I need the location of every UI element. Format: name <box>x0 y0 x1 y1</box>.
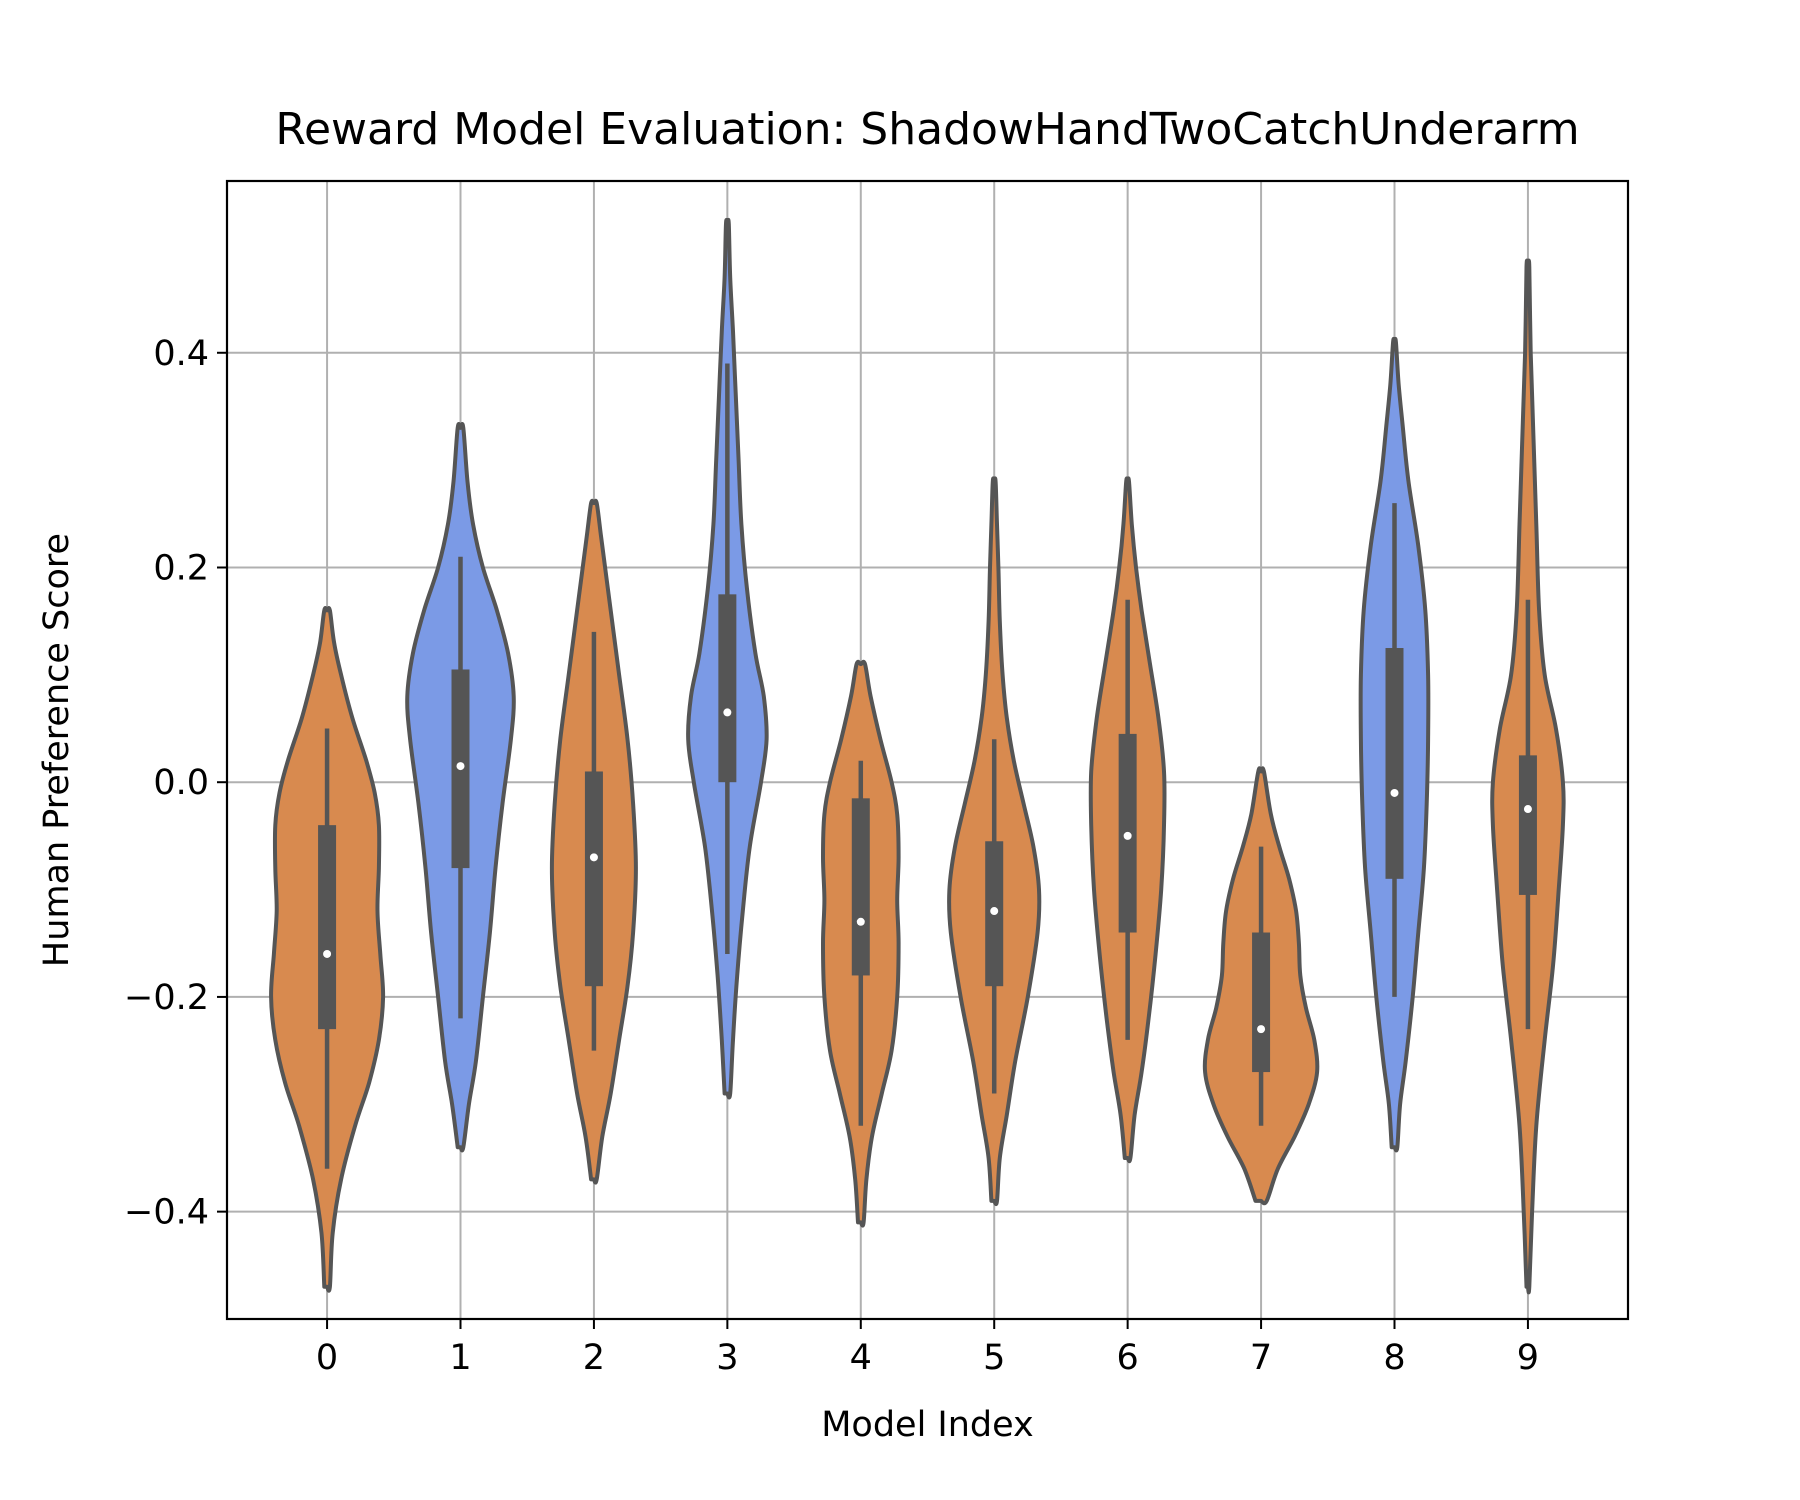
y-tick-label: −0.2 <box>124 978 209 1018</box>
x-tick-label: 2 <box>583 1338 605 1378</box>
violin-1 <box>405 421 516 1153</box>
violin-iqr-box <box>1385 648 1404 879</box>
violin-9 <box>1490 258 1566 1295</box>
violin-iqr-box <box>851 798 870 976</box>
violin-median-point <box>1523 805 1532 814</box>
violin-7 <box>1202 766 1320 1206</box>
violin-4 <box>821 659 901 1228</box>
violin-median-point <box>589 853 598 862</box>
y-tick-label: −0.4 <box>124 1193 209 1233</box>
axis-ticks: −0.4 −0.2 0.0 0.2 0.4 0 1 2 3 4 5 6 7 8 9 <box>124 334 1539 1378</box>
x-tick-label: 1 <box>449 1338 471 1378</box>
x-tick-label: 9 <box>1517 1338 1539 1378</box>
y-axis-label: Human Preference Score <box>37 533 77 967</box>
violin-median-point <box>1123 831 1132 840</box>
violins <box>269 217 1566 1295</box>
violin-median-point <box>856 917 865 926</box>
violin-6 <box>1088 476 1167 1164</box>
x-tick-label: 0 <box>316 1338 338 1378</box>
violin-0 <box>269 606 386 1293</box>
x-tick-label: 4 <box>850 1338 872 1378</box>
y-tick-label: 0.4 <box>153 334 209 374</box>
violin-5 <box>947 476 1042 1207</box>
violin-iqr-box <box>318 825 337 1030</box>
x-tick-label: 3 <box>716 1338 738 1378</box>
x-tick-label: 6 <box>1117 1338 1139 1378</box>
plot-frame <box>225 179 1630 1321</box>
violin-8 <box>1358 336 1431 1153</box>
violin-iqr-box <box>1252 932 1271 1073</box>
violin-median-point <box>1257 1025 1266 1034</box>
violin-median-point <box>323 949 332 958</box>
violin-3 <box>686 217 769 1100</box>
violin-median-point <box>1390 788 1399 797</box>
x-tick-label: 8 <box>1383 1338 1405 1378</box>
y-tick-label: 0.0 <box>153 763 209 803</box>
x-axis-label: Model Index <box>821 1405 1034 1445</box>
violin-2 <box>549 498 638 1185</box>
violin-iqr-box <box>584 771 603 987</box>
violin-median-point <box>723 708 732 717</box>
chart-title: Reward Model Evaluation: ShadowHandTwoCa… <box>275 104 1579 155</box>
violin-median-point <box>990 907 999 916</box>
y-tick-label: 0.2 <box>153 548 209 588</box>
violin-iqr-box <box>718 594 737 783</box>
violin-median-point <box>456 762 465 771</box>
x-tick-label: 5 <box>983 1338 1005 1378</box>
x-tick-label: 7 <box>1250 1338 1272 1378</box>
violin-iqr-box <box>1518 755 1537 895</box>
